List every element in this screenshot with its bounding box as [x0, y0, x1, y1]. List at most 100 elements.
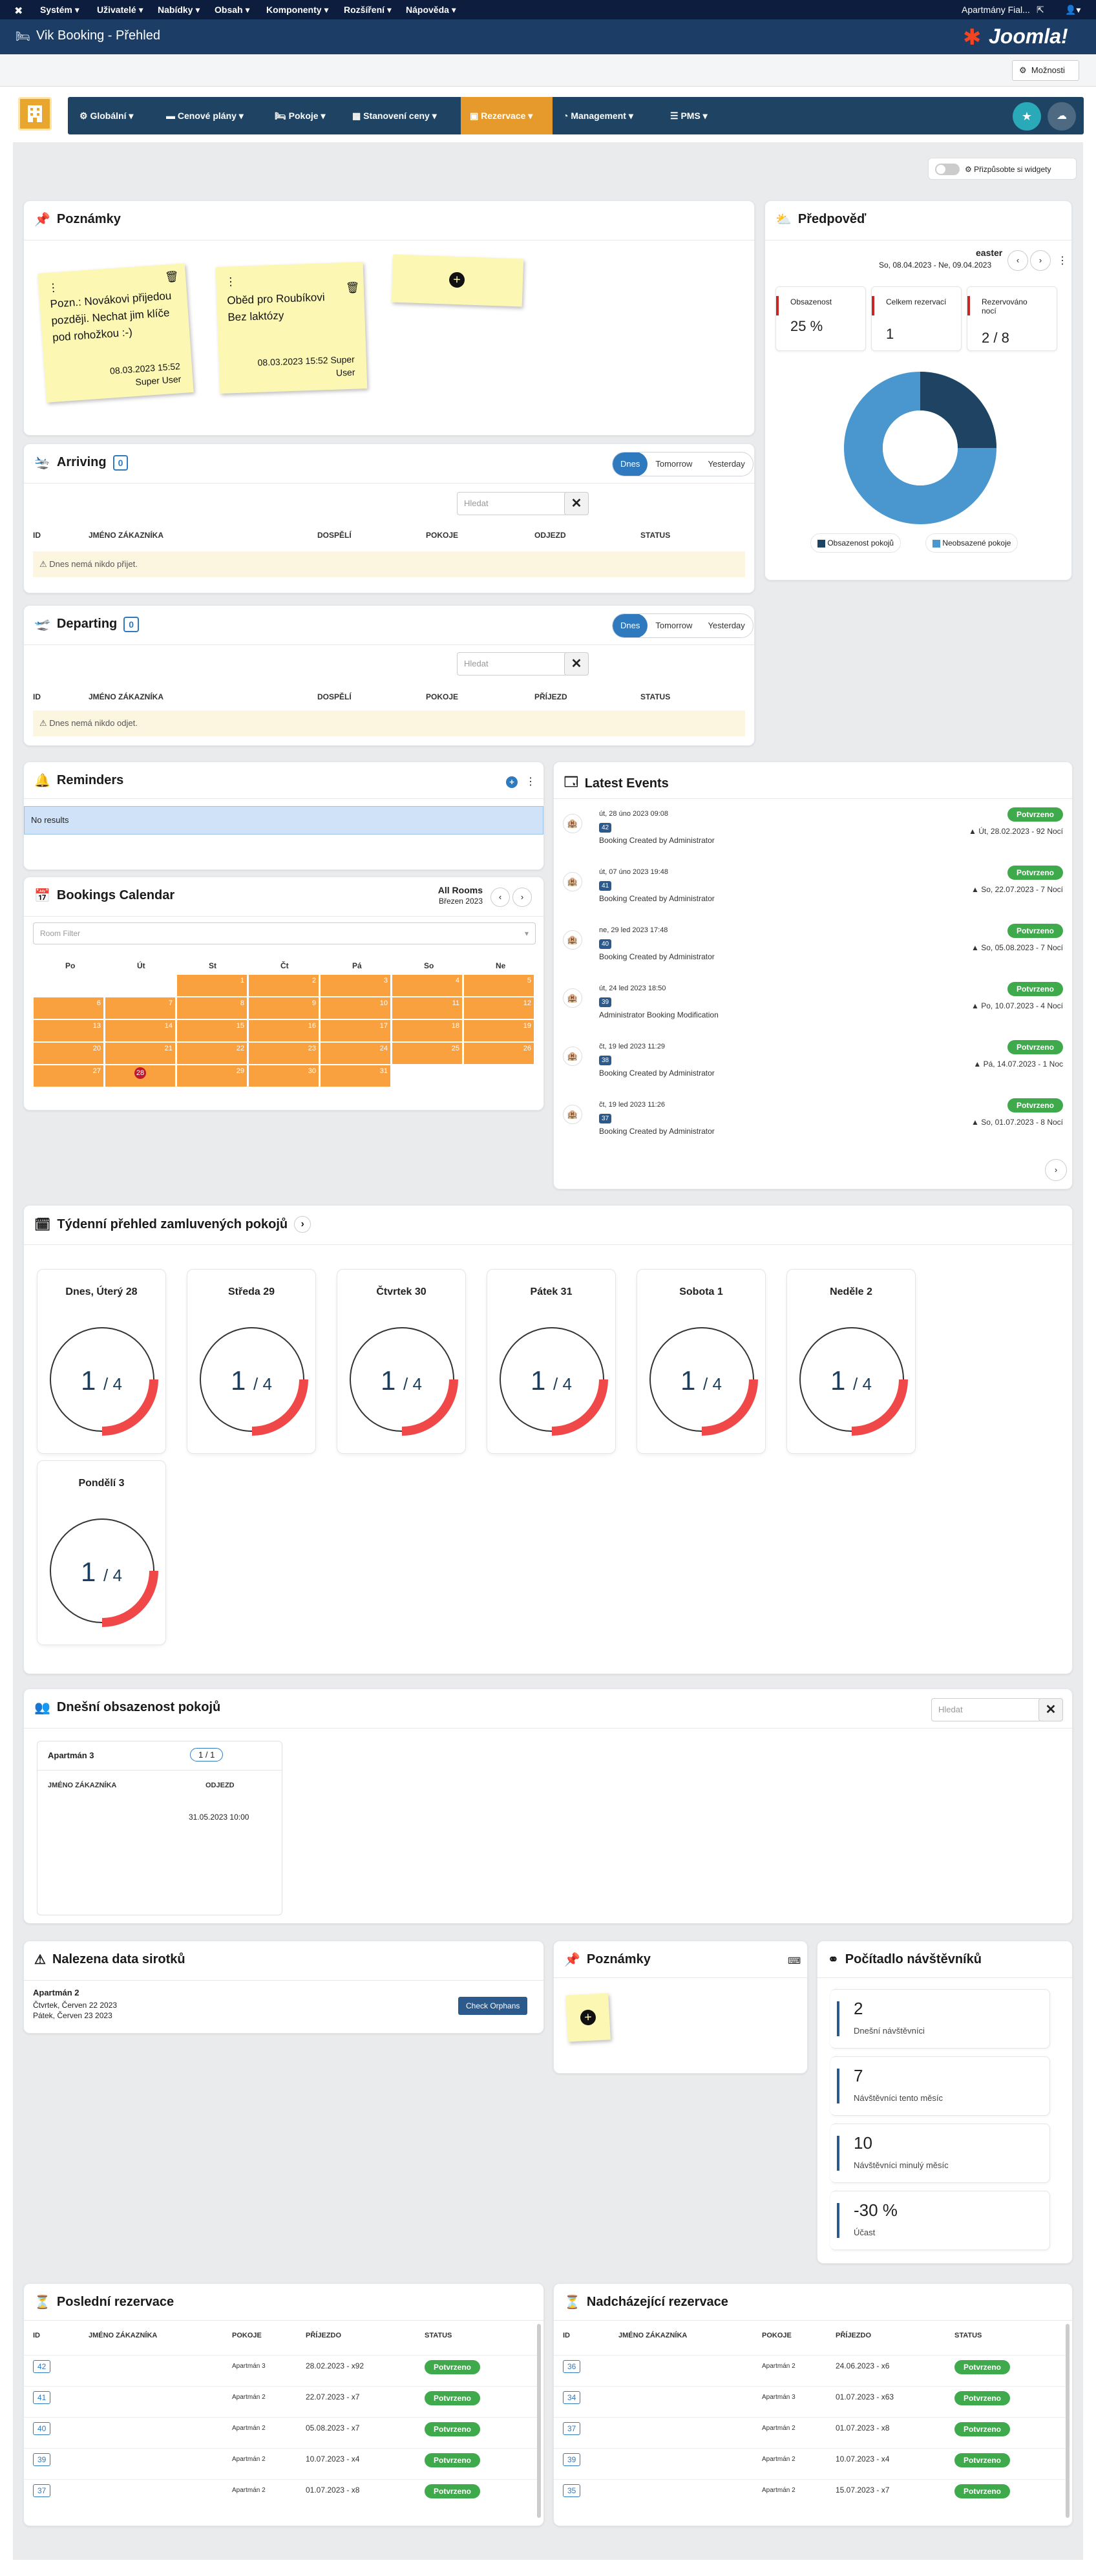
calendar-day[interactable]: 12 — [463, 997, 534, 1019]
keyboard-icon[interactable]: ⌨ — [788, 1955, 801, 1966]
calendar-day[interactable]: 21 — [105, 1042, 176, 1065]
calendar-day[interactable]: 13 — [33, 1019, 104, 1042]
search-input[interactable]: Hledat — [931, 1698, 1041, 1721]
booking-id-link[interactable]: 40 — [33, 2422, 51, 2435]
calendar-day[interactable]: 19 — [463, 1019, 534, 1042]
clear-search-button[interactable]: ✕ — [564, 492, 589, 515]
site-link[interactable]: Apartmány Fial... — [962, 5, 1030, 15]
menu-system[interactable]: Systém ▾ — [40, 5, 79, 15]
calendar-day[interactable]: 7 — [105, 997, 176, 1019]
calendar-day[interactable]: 23 — [248, 1042, 319, 1065]
drag-handle-icon[interactable]: ⋮ — [225, 275, 237, 288]
menu-content[interactable]: Obsah ▾ — [215, 5, 250, 15]
tab-yesterday[interactable]: Yesterday — [708, 621, 745, 630]
booking-id-link[interactable]: 42 — [33, 2360, 51, 2373]
calendar-day[interactable]: 31 — [320, 1065, 391, 1087]
expand-button[interactable]: › — [294, 1216, 311, 1233]
booking-id-link[interactable]: 36 — [563, 2360, 581, 2373]
day-toggle[interactable]: Dnes Tomorrow Yesterday — [612, 452, 754, 476]
calendar-day[interactable]: 1 — [176, 974, 248, 997]
menu-menus[interactable]: Nabídky ▾ — [158, 5, 200, 15]
trash-icon[interactable]: 🗑 — [164, 270, 180, 284]
nav-rate-plans[interactable]: ▬ Cenové plány ▾ — [166, 111, 244, 121]
nav-management[interactable]: ◔ Management ▾ — [563, 111, 633, 121]
add-note-button[interactable]: + — [565, 1993, 611, 2042]
trash-icon[interactable]: 🗑 — [345, 281, 360, 295]
calendar-day[interactable]: 2 — [248, 974, 319, 997]
booking-id[interactable]: 40 — [599, 939, 612, 949]
calendar-day[interactable]: 5 — [463, 974, 534, 997]
nav-bookings[interactable]: ▣ Rezervace ▾ — [461, 97, 553, 134]
menu-help[interactable]: Nápověda ▾ — [406, 5, 456, 15]
search-input[interactable]: Hledat — [457, 492, 567, 515]
add-note-button[interactable]: + — [391, 254, 524, 307]
scrollbar[interactable] — [537, 2324, 541, 2518]
event-row[interactable]: 🏨 ne, 29 led 2023 17:48 40 Booking Created … — [554, 917, 1072, 975]
star-icon[interactable]: ★ — [1013, 102, 1041, 131]
menu-components[interactable]: Komponenty ▾ — [266, 5, 329, 15]
booking-id-link[interactable]: 35 — [563, 2484, 581, 2497]
calendar-day[interactable]: 3 — [320, 974, 391, 997]
prev-button[interactable]: ‹ — [1007, 250, 1028, 271]
options-button[interactable]: ⚙ Možnosti — [1012, 60, 1079, 81]
prev-month-button[interactable]: ‹ — [490, 888, 510, 907]
calendar-day[interactable]: 11 — [392, 997, 463, 1019]
calendar-day[interactable]: 4 — [392, 974, 463, 997]
calendar-day[interactable]: 29 — [176, 1065, 248, 1087]
booking-id-link[interactable]: 39 — [563, 2453, 581, 2466]
event-row[interactable]: 🏨 út, 07 úno 2023 19:48 41 Booking Created … — [554, 859, 1072, 917]
calendar-day[interactable]: 28 — [105, 1065, 176, 1087]
next-page-button[interactable]: › — [1045, 1159, 1067, 1181]
external-icon[interactable]: ⇱ — [1037, 5, 1044, 15]
nav-global[interactable]: ⚙ Globální ▾ — [79, 111, 134, 121]
nav-rooms[interactable]: 🛏 Pokoje ▾ — [275, 111, 326, 121]
day-toggle[interactable]: Dnes Tomorrow Yesterday — [612, 613, 754, 638]
tab-tomorrow[interactable]: Tomorrow — [655, 621, 693, 630]
booking-id-link[interactable]: 37 — [33, 2484, 51, 2497]
booking-id[interactable]: 42 — [599, 823, 612, 833]
tab-yesterday[interactable]: Yesterday — [708, 459, 745, 469]
next-month-button[interactable]: › — [512, 888, 532, 907]
sticky-note[interactable]: ⋮ 🗑 Oběd pro Roubíkovi Bez laktózy 08.03… — [215, 262, 368, 394]
calendar-day[interactable]: 25 — [392, 1042, 463, 1065]
calendar-day[interactable]: 24 — [320, 1042, 391, 1065]
scrollbar[interactable] — [1066, 2324, 1070, 2518]
calendar-day[interactable]: 18 — [392, 1019, 463, 1042]
nav-pricing[interactable]: ▦ Stanovení ceny ▾ — [352, 111, 437, 121]
booking-id[interactable]: 41 — [599, 881, 612, 891]
booking-id-link[interactable]: 41 — [33, 2391, 51, 2404]
event-row[interactable]: 🏨 út, 28 úno 2023 09:08 42 Booking Created … — [554, 801, 1072, 859]
menu-users[interactable]: Uživatelé ▾ — [97, 5, 143, 15]
booking-id[interactable]: 38 — [599, 1056, 612, 1065]
tab-today[interactable]: Dnes — [613, 614, 648, 637]
calendar-day[interactable]: 22 — [176, 1042, 248, 1065]
event-row[interactable]: 🏨 čt, 19 led 2023 11:26 37 Booking Created … — [554, 1092, 1072, 1150]
calendar-day[interactable]: 8 — [176, 997, 248, 1019]
next-button[interactable]: › — [1030, 250, 1051, 271]
booking-id[interactable]: 37 — [599, 1114, 612, 1123]
event-row[interactable]: 🏨 út, 24 led 2023 18:50 39 Administrator Bo… — [554, 975, 1072, 1034]
event-row[interactable]: 🏨 čt, 19 led 2023 11:29 38 Booking Created … — [554, 1034, 1072, 1092]
drag-handle-icon[interactable]: ⋮ — [47, 281, 59, 295]
search-input[interactable]: Hledat — [457, 652, 567, 676]
calendar-day[interactable]: 16 — [248, 1019, 319, 1042]
menu-extensions[interactable]: Rozšíření ▾ — [344, 5, 392, 15]
customize-toggle[interactable] — [935, 164, 960, 175]
clear-search-button[interactable]: ✕ — [564, 652, 589, 676]
calendar-day[interactable]: 20 — [33, 1042, 104, 1065]
check-orphans-button[interactable]: Check Orphans — [458, 1997, 528, 2015]
customize-widgets[interactable]: ⚙ Přizpůsobte si widgety — [928, 158, 1077, 180]
calendar-day[interactable]: 27 — [33, 1065, 104, 1087]
more-icon[interactable]: ⋮ — [1057, 255, 1068, 266]
booking-id-link[interactable]: 39 — [33, 2453, 51, 2466]
calendar-day[interactable]: 30 — [248, 1065, 319, 1087]
nav-pms[interactable]: ☰ PMS ▾ — [670, 111, 708, 121]
booking-id[interactable]: 39 — [599, 997, 612, 1007]
room-filter-select[interactable]: Room Filter ▾ — [33, 922, 536, 944]
booking-id-link[interactable]: 37 — [563, 2422, 581, 2435]
tab-today[interactable]: Dnes — [613, 452, 648, 476]
more-icon[interactable]: ⋮ — [525, 776, 536, 787]
vikbooking-logo[interactable] — [18, 97, 52, 131]
clear-search-button[interactable]: ✕ — [1038, 1698, 1063, 1721]
add-reminder-icon[interactable]: + — [506, 776, 518, 788]
